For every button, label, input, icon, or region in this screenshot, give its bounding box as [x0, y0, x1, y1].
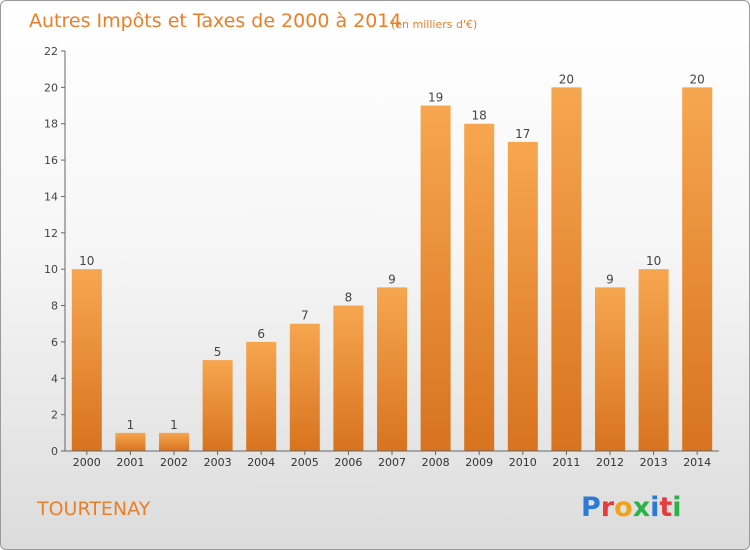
bar	[246, 341, 277, 451]
x-tick-label: 2002	[160, 456, 188, 469]
bar	[289, 323, 320, 451]
bar-value-label: 6	[257, 327, 265, 341]
x-tick-label: 2011	[552, 456, 580, 469]
x-tick-label: 2001	[116, 456, 144, 469]
x-axis-ticks: 2000 2001 2002 2003 2004 2005 2006 2007 2008 2009…	[73, 451, 711, 469]
y-tick-label: 4	[51, 372, 58, 385]
bar	[420, 105, 451, 451]
logo-letter: P	[581, 492, 601, 523]
x-tick-label: 2010	[509, 456, 537, 469]
y-tick-label: 14	[44, 190, 58, 203]
logo-letter: i	[672, 492, 681, 523]
commune-name: TOURTENAY	[36, 498, 151, 520]
bar	[595, 287, 625, 451]
bar-value-label: 9	[388, 272, 396, 286]
proxiti-logo: Proxiti	[581, 492, 682, 523]
logo-letter: t	[659, 492, 672, 523]
x-tick-label: 2005	[291, 456, 319, 469]
bar-value-label: 17	[515, 127, 530, 141]
bar	[377, 287, 407, 451]
y-tick-label: 8	[51, 300, 58, 313]
x-tick-label: 2014	[683, 456, 711, 469]
bar	[507, 141, 538, 451]
x-tick-label: 2003	[204, 456, 232, 469]
bar-value-label: 1	[127, 418, 135, 432]
x-tick-label: 2004	[247, 456, 275, 469]
x-tick-label: 2007	[378, 456, 406, 469]
y-tick-label: 2	[51, 409, 58, 422]
bar	[464, 123, 495, 452]
logo-letter: i	[650, 492, 659, 523]
bar-value-label: 20	[559, 72, 574, 86]
x-tick-label: 2013	[640, 456, 668, 469]
y-tick-label: 20	[44, 81, 58, 94]
bar-value-label: 8	[345, 291, 353, 305]
bar	[638, 269, 669, 451]
bar	[551, 87, 582, 451]
logo-letter: o	[614, 492, 633, 523]
bar-value-label: 1	[170, 418, 178, 432]
y-tick-label: 16	[44, 154, 58, 167]
bar	[333, 305, 364, 451]
bars: 10 1 1 5 6 7 8 9 19 18 17 20 9 10 20	[71, 72, 713, 452]
chart-subtitle: (en milliers d'€)	[391, 18, 477, 31]
bar	[71, 269, 102, 451]
bar-value-label: 10	[646, 254, 661, 268]
y-tick-label: 0	[51, 445, 58, 458]
logo-letter: x	[633, 492, 650, 523]
bar	[115, 432, 146, 451]
x-tick-label: 2012	[596, 456, 624, 469]
y-tick-label: 12	[44, 227, 58, 240]
x-tick-label: 2000	[73, 456, 101, 469]
bar-value-label: 18	[472, 109, 487, 123]
y-tick-label: 18	[44, 118, 58, 131]
bar	[159, 432, 189, 451]
bar	[682, 87, 713, 451]
bar-value-label: 19	[428, 91, 443, 105]
y-axis-ticks: 0 2 4 6 8 10 12 14 16 18 20 22	[44, 45, 65, 458]
x-tick-label: 2006	[334, 456, 362, 469]
bar	[202, 360, 233, 451]
y-tick-label: 22	[44, 45, 58, 58]
bar-value-label: 10	[79, 254, 94, 268]
x-tick-label: 2009	[465, 456, 493, 469]
bar-value-label: 5	[214, 345, 222, 359]
y-tick-label: 6	[51, 336, 58, 349]
chart-title: Autres Impôts et Taxes de 2000 à 2014	[29, 10, 402, 32]
logo-letter: r	[601, 492, 615, 523]
bar-value-label: 20	[690, 72, 705, 86]
x-tick-label: 2008	[422, 456, 450, 469]
bar-value-label: 7	[301, 309, 309, 323]
bar-value-label: 9	[606, 272, 614, 286]
y-tick-label: 10	[44, 263, 58, 276]
